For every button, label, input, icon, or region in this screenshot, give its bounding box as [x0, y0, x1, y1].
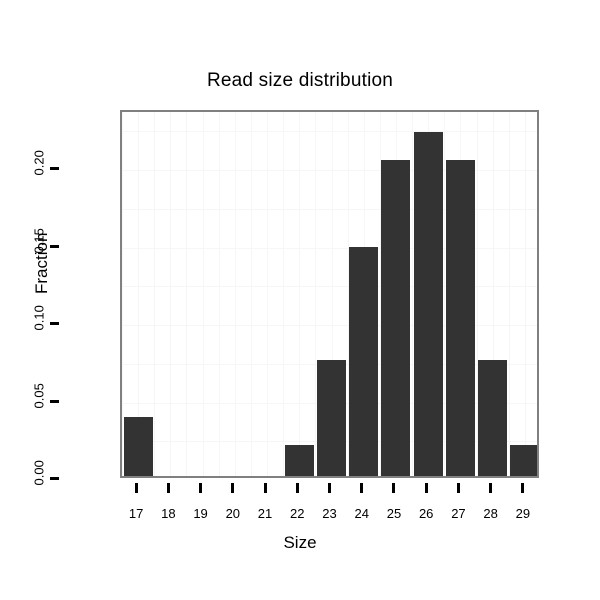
x-tick-mark [263, 483, 267, 493]
x-tick-label: 18 [161, 506, 176, 521]
gridline-vertical [283, 112, 285, 476]
y-tick-label: 0.05 [31, 382, 46, 409]
bar [349, 246, 379, 476]
bar [316, 359, 346, 476]
gridline-vertical [299, 112, 301, 476]
chart-title: Read size distribution [206, 70, 394, 91]
y-axis-title: Fraction [32, 232, 51, 294]
gridline-horizontal [122, 286, 537, 288]
x-tick-label: 26 [418, 506, 434, 521]
gridline-vertical [138, 112, 140, 476]
x-tick-mark [295, 483, 299, 493]
x-tick-mark [360, 483, 364, 493]
gridline-vertical [234, 112, 236, 476]
gridline-vertical [267, 112, 269, 476]
x-axis: 17 18 19 20 21 22 23 24 25 26 27 28 29 [120, 478, 539, 538]
y-tick-mark [50, 477, 59, 480]
y-tick-mark [50, 399, 59, 403]
gridline-vertical [412, 112, 414, 476]
x-tick-label: 21 [257, 506, 273, 521]
y-tick-label: 0.20 [31, 150, 46, 176]
gridline-vertical [250, 112, 252, 476]
x-tick-label: 17 [128, 506, 144, 521]
gridline-vertical [202, 112, 204, 476]
y-tick-mark [50, 322, 59, 326]
x-tick-mark [456, 483, 460, 493]
y-tick-mark [50, 244, 59, 248]
y-tick-label: 0.00 [31, 460, 46, 486]
bar [445, 159, 475, 476]
gridline-vertical [315, 112, 317, 476]
x-tick-label: 23 [322, 506, 337, 521]
x-tick-label: 20 [225, 506, 241, 521]
bar [510, 445, 537, 476]
x-tick-mark [424, 483, 428, 493]
x-tick-label: 25 [386, 506, 402, 521]
gridline-horizontal [122, 208, 537, 210]
gridline-vertical [444, 112, 446, 476]
gridline-vertical [476, 112, 478, 476]
x-tick-mark [489, 483, 493, 493]
gridline-vertical [379, 112, 381, 476]
bar [413, 132, 443, 476]
gridline-vertical [524, 112, 526, 476]
y-tick-mark [50, 167, 59, 171]
x-tick-mark [521, 483, 525, 493]
gridline-horizontal [122, 325, 537, 327]
x-axis-title: Size [283, 533, 317, 552]
x-tick-mark [134, 483, 138, 493]
x-tick-label: 19 [193, 506, 208, 521]
gridline-horizontal [122, 131, 537, 133]
x-tick-mark [231, 483, 235, 493]
gridline-vertical [347, 112, 349, 476]
x-tick-label: 28 [483, 506, 498, 521]
gridline-horizontal [122, 170, 537, 172]
x-tick-label: 22 [290, 506, 305, 521]
bar [478, 359, 508, 476]
gridline-vertical [492, 112, 494, 476]
gridline-vertical [218, 112, 220, 476]
gridline-vertical [122, 112, 123, 476]
gridline-vertical [508, 112, 510, 476]
y-axis: 0.00 0.05 0.10 0.15 0.20 [0, 0, 120, 600]
gridline-vertical [170, 112, 172, 476]
x-tick-mark [328, 483, 331, 493]
bar [381, 159, 411, 476]
y-tick-label: 0.10 [31, 305, 46, 331]
gridline-horizontal [122, 247, 537, 249]
x-tick-mark [392, 483, 396, 493]
gridline-vertical [154, 112, 156, 476]
plot-panel [120, 110, 539, 478]
x-tick-label: 24 [354, 506, 369, 521]
x-tick-label: 27 [451, 506, 466, 521]
bar [123, 417, 153, 476]
x-tick-mark [166, 483, 170, 493]
bars-layer [122, 112, 537, 476]
gridline-vertical [186, 112, 188, 476]
bar [284, 445, 314, 476]
gridline-vertical [331, 112, 333, 476]
x-tick-label: 29 [515, 506, 531, 521]
x-tick-mark [199, 483, 203, 493]
